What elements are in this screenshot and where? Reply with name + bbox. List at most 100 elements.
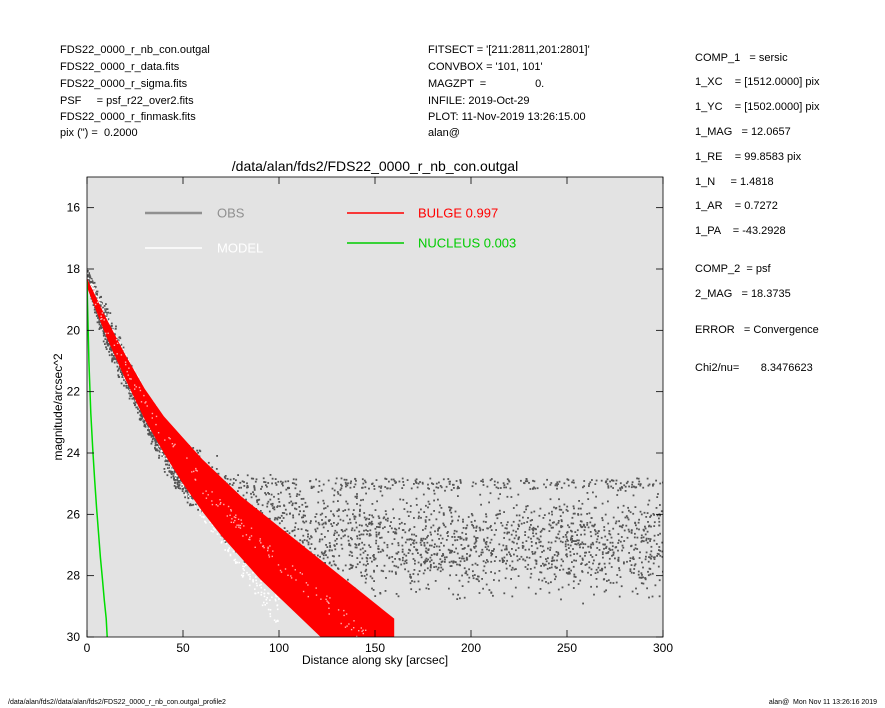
model-point [212, 527, 215, 530]
obs-point [608, 530, 611, 532]
obs-point [314, 516, 317, 518]
model-point [123, 377, 126, 379]
obs-point [566, 510, 569, 512]
obs-point [107, 318, 110, 320]
obs-point [107, 311, 110, 314]
model-point [169, 467, 172, 469]
obs-point [390, 521, 392, 523]
obs-point [647, 484, 650, 487]
obs-point [493, 484, 496, 486]
obs-point [609, 541, 612, 544]
obs-point [294, 534, 296, 537]
obs-point [186, 501, 189, 504]
obs-point [295, 502, 298, 505]
obs-point [385, 478, 388, 480]
obs-point [586, 513, 588, 515]
obs-point [623, 529, 626, 532]
obs-point [318, 485, 321, 487]
obs-point [573, 507, 575, 510]
obs-point [391, 484, 394, 486]
obs-point [224, 477, 227, 480]
model-point [216, 533, 219, 535]
obs-point [420, 556, 423, 559]
obs-point [465, 537, 468, 540]
obs-point [442, 512, 445, 515]
obs-point [138, 418, 141, 421]
obs-point [479, 528, 482, 531]
obs-point [648, 596, 650, 599]
obs-point [609, 549, 612, 551]
obs-point [328, 520, 330, 523]
obs-point [567, 524, 569, 527]
obs-point [319, 513, 322, 516]
obs-point [550, 541, 553, 544]
obs-point [594, 530, 597, 533]
obs-point [583, 480, 586, 482]
obs-point [376, 526, 378, 528]
obs-point [558, 530, 561, 533]
obs-point [549, 549, 551, 551]
obs-point [582, 524, 585, 527]
obs-point [253, 485, 256, 487]
obs-point [524, 566, 527, 568]
obs-point [417, 511, 420, 514]
obs-point [288, 487, 290, 489]
obs-point [372, 554, 374, 557]
obs-point [434, 530, 436, 533]
obs-point [317, 521, 320, 524]
obs-point [553, 521, 555, 524]
obs-point [291, 504, 294, 507]
obs-point [453, 532, 456, 535]
obs-point [354, 477, 356, 480]
obs-point [653, 558, 656, 560]
obs-point [492, 550, 495, 552]
obs-point [467, 545, 470, 548]
obs-point [465, 527, 467, 530]
obs-point [467, 580, 470, 583]
obs-point [373, 488, 376, 490]
obs-point [154, 442, 157, 444]
obs-point [522, 558, 525, 561]
obs-point [398, 558, 401, 560]
obs-point [237, 474, 239, 476]
obs-point [98, 323, 101, 326]
model-point [124, 379, 127, 381]
obs-point [456, 598, 459, 600]
model-point [255, 582, 258, 585]
obs-point [315, 513, 318, 515]
model-point [87, 272, 89, 275]
obs-point [428, 518, 431, 521]
obs-point [517, 575, 520, 577]
obs-point [352, 513, 354, 516]
obs-point [603, 543, 606, 546]
obs-point [241, 480, 244, 483]
obs-point [372, 589, 375, 591]
obs-point [515, 514, 518, 517]
obs-point [299, 490, 302, 493]
obs-point [512, 520, 515, 523]
obs-point [370, 522, 372, 525]
obs-point [407, 515, 410, 517]
obs-point [174, 487, 177, 490]
obs-point [459, 564, 461, 567]
obs-point [106, 343, 109, 346]
obs-point [529, 519, 532, 522]
obs-point [579, 579, 582, 582]
obs-point [354, 546, 357, 549]
obs-point [609, 480, 611, 483]
obs-point [176, 481, 179, 484]
model-point [260, 586, 263, 589]
obs-point [634, 522, 637, 525]
plot-area [87, 177, 663, 637]
obs-point [337, 515, 340, 518]
obs-point [459, 480, 462, 483]
obs-point [368, 544, 370, 547]
obs-point [324, 551, 326, 554]
obs-point [565, 508, 568, 511]
obs-point [321, 519, 323, 521]
obs-point [411, 538, 413, 541]
obs-point [591, 556, 594, 558]
obs-point [355, 566, 358, 569]
obs-point [600, 479, 603, 482]
obs-point [288, 501, 291, 504]
